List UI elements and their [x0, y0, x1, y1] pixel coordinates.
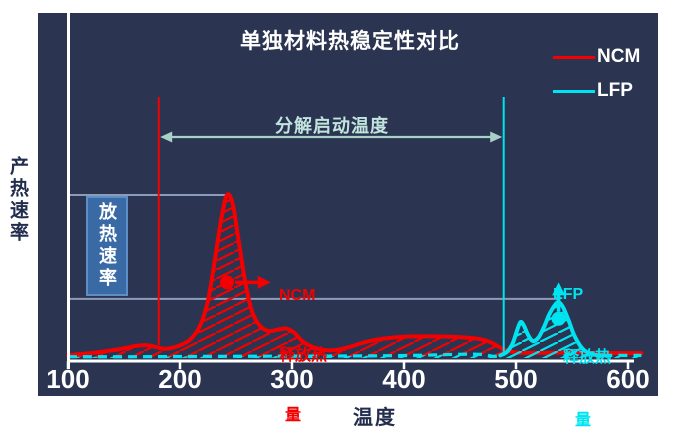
x-tick-label: 600: [606, 364, 649, 394]
ncm-curve: [66, 192, 644, 358]
legend-lfp-swatch: [553, 90, 595, 93]
heat-rate-box: 放热速率: [86, 196, 128, 296]
ncm-heat-note-line: NCM: [279, 287, 316, 304]
y-axis-title: 产热速率: [7, 156, 28, 244]
x-tick-label: 300: [270, 364, 313, 394]
lfp-heat-note: LFP 释放热 量: [553, 242, 611, 434]
x-tick-label: 500: [494, 364, 537, 394]
legend-ncm-swatch: [553, 56, 595, 59]
lfp-heat-arrowhead: [552, 282, 566, 296]
lfp-heat-note-line: LFP: [553, 286, 584, 303]
ncm-heat-note-line: 量: [285, 407, 302, 424]
ncm-heat-note-line: 释放热: [279, 347, 328, 364]
onset-span-arrowhead-left: [160, 131, 173, 143]
x-tick-label: 400: [382, 364, 425, 394]
ncm-area: [68, 194, 642, 358]
x-tick-label: 100: [46, 364, 89, 394]
onset-span-label: 分解启动温度: [275, 116, 389, 136]
legend-ncm-label: NCM: [597, 46, 641, 67]
ncm-heat-dot: [220, 275, 234, 290]
lfp-curve: [498, 300, 606, 358]
x-axis-title: 温度: [353, 407, 397, 429]
ncm-heat-note: NCM 释放热 量: [279, 246, 327, 434]
ncm-heat-arrowhead: [257, 275, 271, 289]
onset-span-arrowhead-right: [490, 131, 503, 143]
legend-lfp-label: LFP: [597, 80, 633, 101]
chart-title: 单独材料热稳定性对比: [240, 30, 460, 53]
lfp-heat-note-line: 量: [575, 412, 592, 429]
lfp-heat-note-line: 释放热: [563, 349, 612, 366]
heat-rate-box-label: 放热速率: [97, 202, 117, 290]
x-tick-label: 200: [158, 364, 201, 394]
lfp-heat-dot: [551, 311, 566, 326]
lfp-curve-flat: [67, 352, 501, 359]
